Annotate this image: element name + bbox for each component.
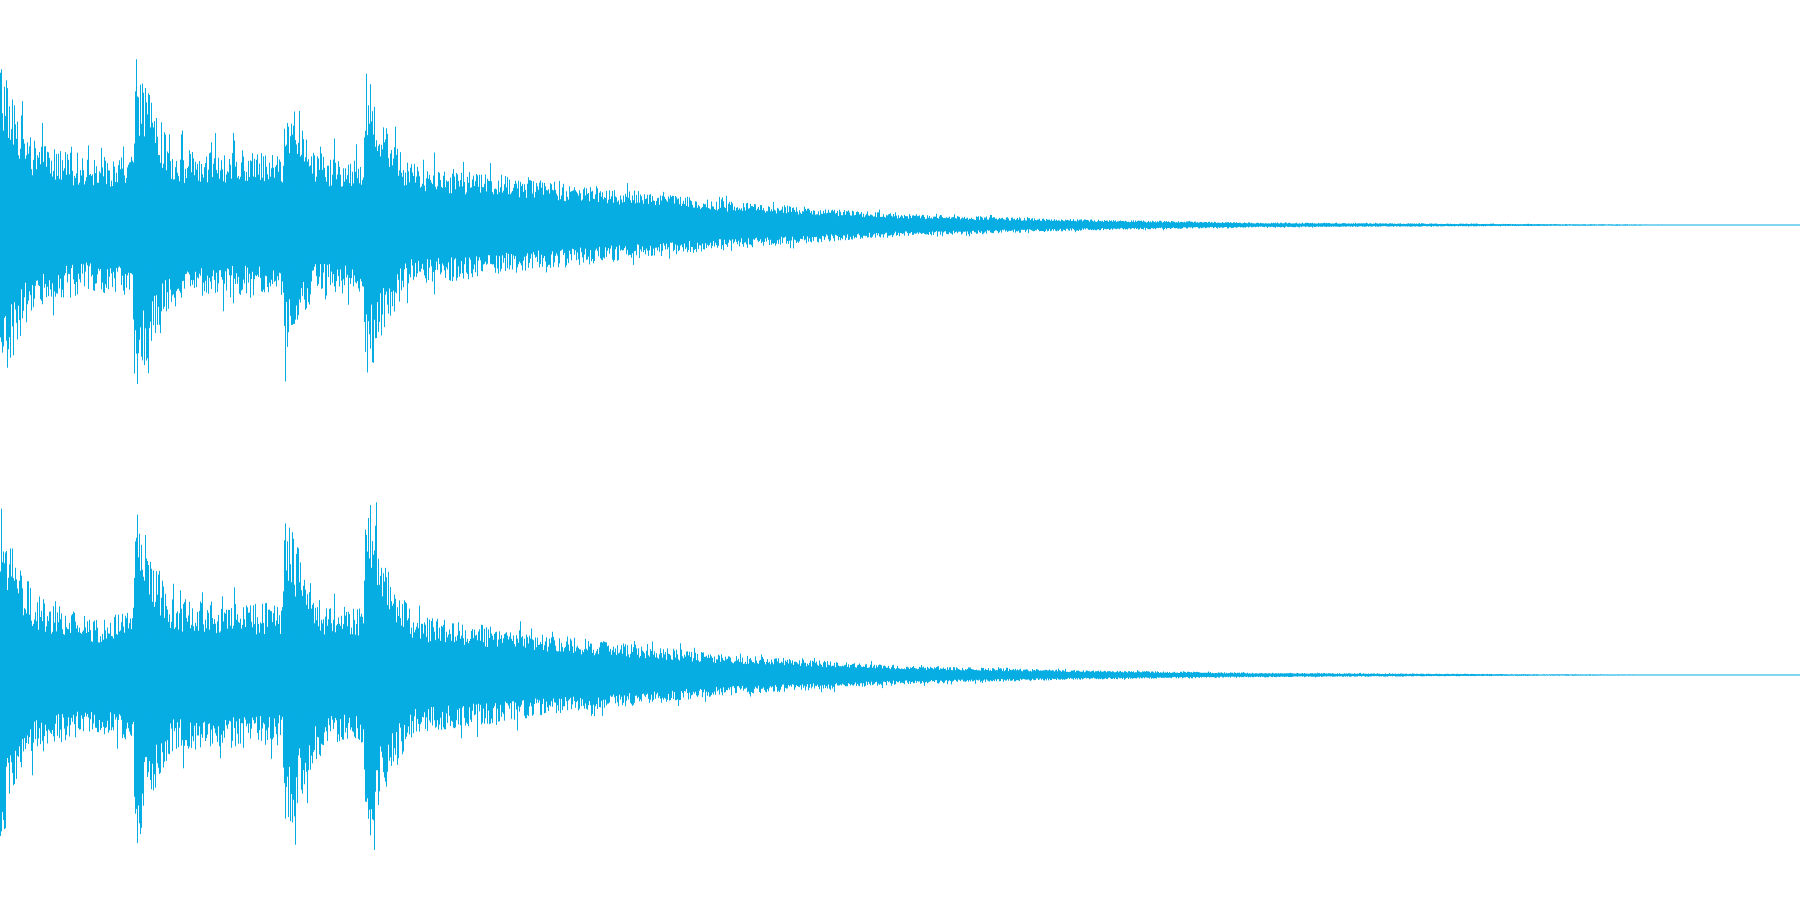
- waveform-core: [0, 172, 1627, 278]
- waveform-channel-2: [0, 502, 1800, 850]
- waveform-core: [0, 622, 1592, 728]
- waveform-channel-1: [0, 59, 1800, 384]
